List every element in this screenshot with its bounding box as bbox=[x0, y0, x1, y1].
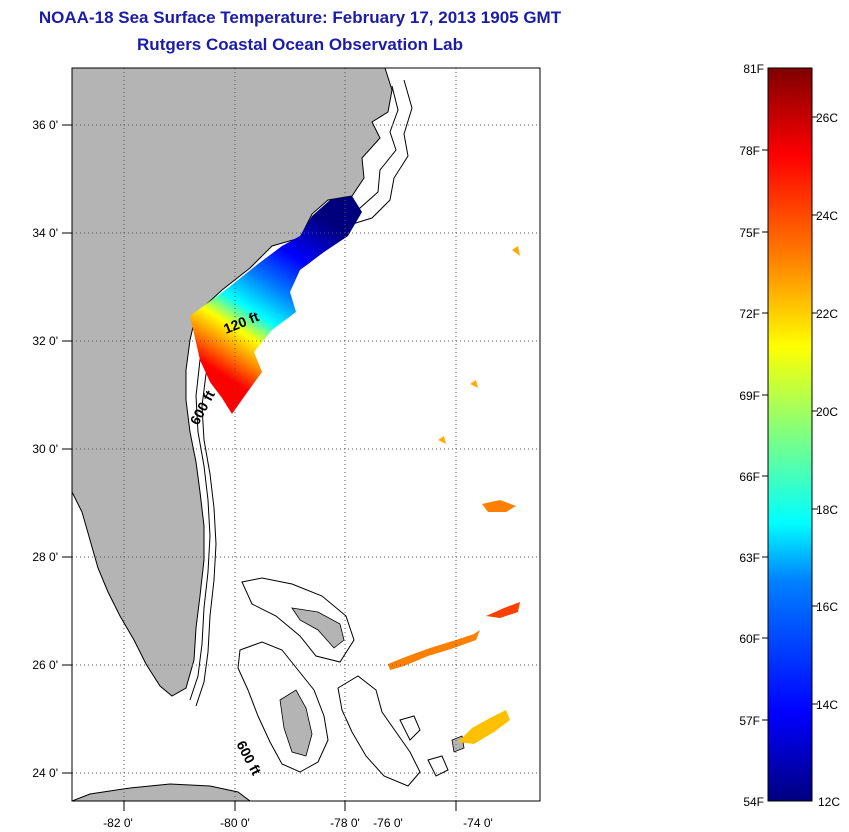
colorbar-f-label: 63F bbox=[739, 551, 760, 565]
lat-label: 24 0' bbox=[32, 766, 58, 780]
colorbar-c-label: 12C bbox=[818, 795, 840, 809]
colorbar-f-ticks bbox=[762, 149, 768, 721]
colorbar-f-label: 69F bbox=[739, 389, 760, 403]
colorbar-c-label: 16C bbox=[816, 600, 838, 614]
lat-label: 34 0' bbox=[32, 226, 58, 240]
map-frame bbox=[71, 67, 541, 802]
map-title: NOAA-18 Sea Surface Temperature: Februar… bbox=[38, 8, 562, 27]
lat-label: 26 0' bbox=[32, 658, 58, 672]
south-bahama-islands bbox=[399, 715, 449, 777]
colorbar-c-label: 24C bbox=[816, 209, 838, 223]
lon-label: -74 0' bbox=[463, 816, 493, 830]
little-bahama-bank-land bbox=[291, 607, 345, 649]
great-bahama-bank bbox=[237, 641, 329, 773]
temperature-colorbar bbox=[767, 67, 813, 802]
lat-label: 32 0' bbox=[32, 334, 58, 348]
colorbar-c-label: 14C bbox=[816, 698, 838, 712]
map-subtitle: Rutgers Coastal Ocean Observation Lab bbox=[137, 35, 463, 54]
us-mainland bbox=[72, 68, 393, 697]
colorbar-f-label: 72F bbox=[739, 307, 760, 321]
lon-label: -78 0' bbox=[330, 816, 360, 830]
exuma-bank bbox=[337, 675, 421, 787]
colorbar-f-label: 75F bbox=[739, 226, 760, 240]
colorbar-f-label: 78F bbox=[739, 144, 760, 158]
little-bahama-bank bbox=[241, 577, 355, 663]
sst-swath bbox=[190, 196, 362, 414]
colorbar-f-label: 81F bbox=[743, 62, 764, 76]
colorbar-c-ticks bbox=[812, 116, 818, 705]
colorbar-c-label: 20C bbox=[816, 405, 838, 419]
colorbar-f-label: 54F bbox=[743, 795, 764, 809]
lat-label: 30 0' bbox=[32, 442, 58, 456]
cuba-land bbox=[72, 783, 251, 801]
lon-label: -82 0' bbox=[103, 816, 133, 830]
andros-island bbox=[279, 689, 313, 757]
axis-ticks bbox=[62, 124, 457, 811]
colorbar-c-label: 22C bbox=[816, 307, 838, 321]
colorbar-f-label: 60F bbox=[739, 632, 760, 646]
colorbar-f-label: 57F bbox=[739, 714, 760, 728]
sst-warm-fragments bbox=[388, 246, 520, 744]
lat-label: 36 0' bbox=[32, 118, 58, 132]
lon-label: -76 0' bbox=[373, 816, 403, 830]
colorbar-f-label: 66F bbox=[739, 470, 760, 484]
colorbar-c-label: 18C bbox=[816, 503, 838, 517]
lat-label: 28 0' bbox=[32, 550, 58, 564]
colorbar-c-label: 26C bbox=[816, 111, 838, 125]
lon-label: -80 0' bbox=[220, 816, 250, 830]
